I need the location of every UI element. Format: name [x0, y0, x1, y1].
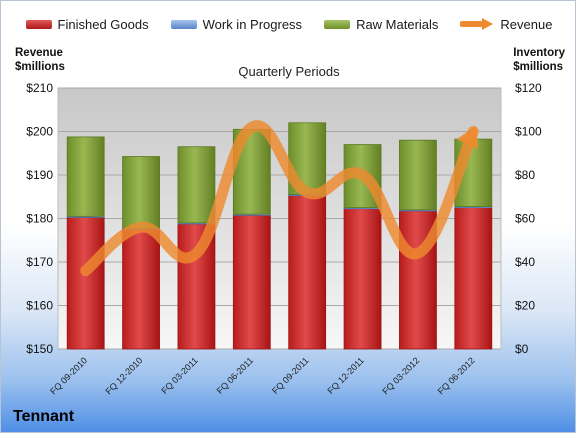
- y-axis-right-title-line1: Inventory $millions: [513, 47, 565, 73]
- bar-finished-goods: [122, 228, 160, 350]
- legend-arrow-icon: [460, 18, 494, 30]
- legend-item-revenue: Revenue: [460, 17, 552, 32]
- legend-label-work-in-progress: Work in Progress: [202, 16, 303, 32]
- y-left-tick-label: $180: [26, 212, 53, 226]
- y-left-tick-label: $210: [26, 81, 53, 95]
- x-tick-label: FQ 09-2011: [270, 355, 311, 396]
- legend: Finished Goods Work in Progress Raw Mate…: [1, 14, 575, 34]
- y-right-tick-label: $40: [515, 255, 535, 269]
- legend-item-raw-materials: Raw Materials: [324, 17, 438, 32]
- bar-finished-goods: [454, 207, 493, 350]
- bar-finished-goods: [66, 217, 105, 350]
- revenue-arrowhead: [456, 126, 479, 150]
- y-left-tick-label: $150: [26, 342, 53, 356]
- bar-raw-materials: [177, 146, 216, 224]
- bar-finished-goods: [343, 208, 382, 350]
- x-tick-label: FQ 06-2011: [215, 355, 256, 396]
- y-right-tick-label: $0: [515, 342, 529, 356]
- y-right-tick-label: $120: [515, 81, 542, 95]
- bar-finished-goods: [288, 195, 327, 350]
- x-tick-label: FQ 06-2012: [436, 355, 477, 396]
- x-tick-label: FQ 12-2010: [103, 355, 144, 396]
- y-left-tick-label: $190: [26, 168, 53, 182]
- bar-finished-goods: [232, 214, 271, 350]
- legend-item-work-in-progress: Work in Progress: [170, 16, 303, 32]
- revenue-line-group: [80, 120, 479, 277]
- y-axis-right-title: Inventory $millions: [513, 46, 565, 74]
- y-left-tick-label: $160: [26, 299, 53, 313]
- revenue-line: [80, 120, 479, 277]
- y-right-tick-label: $100: [515, 125, 542, 139]
- bar-raw-materials: [399, 139, 437, 211]
- x-axis-title: Quarterly Periods: [238, 64, 340, 79]
- legend-label-revenue: Revenue: [500, 16, 553, 32]
- x-tick-label: FQ 03-2012: [380, 355, 421, 396]
- legend-swatch-work-in-progress: [170, 19, 197, 29]
- y-right-tick-label: $80: [515, 168, 535, 182]
- y-right-tick-label: $60: [515, 212, 535, 226]
- x-tick-label: FQ 03-2011: [159, 355, 200, 396]
- x-tick-label: FQ 12-2011: [325, 355, 366, 396]
- bar-raw-materials: [66, 136, 105, 217]
- brand-label: Tennant: [13, 408, 75, 425]
- legend-label-finished-goods: Finished Goods: [57, 16, 149, 32]
- y-right-tick-label: $20: [515, 299, 535, 313]
- y-left-tick-label: $200: [26, 125, 53, 139]
- y-axis-left-title: Revenue $millions: [15, 46, 65, 74]
- legend-swatch-raw-materials: [324, 19, 351, 29]
- y-left-tick-label: $170: [26, 255, 53, 269]
- legend-swatch-finished-goods: [25, 19, 52, 29]
- bar-raw-materials: [122, 156, 160, 229]
- legend-label-raw-materials: Raw Materials: [356, 16, 439, 32]
- legend-item-finished-goods: Finished Goods: [25, 16, 149, 32]
- x-tick-label: FQ 09-2010: [48, 355, 89, 396]
- y-axis-left-title-line1: Revenue $millions: [15, 47, 65, 73]
- bars: [66, 122, 493, 350]
